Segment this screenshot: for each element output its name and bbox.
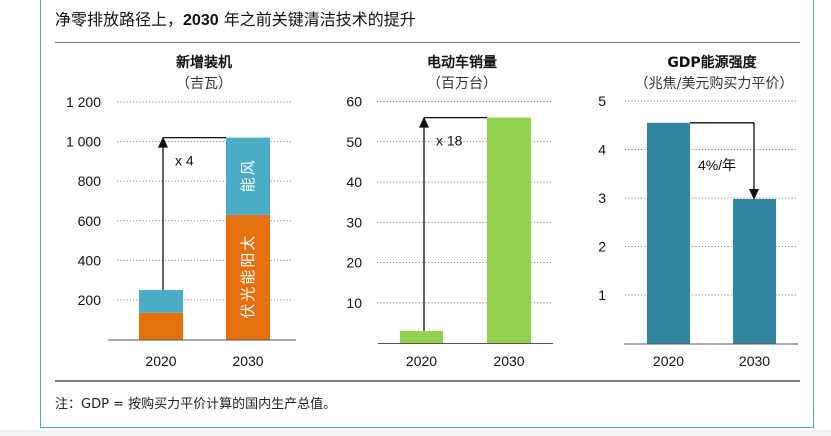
y-tick-label: 800 — [78, 173, 102, 189]
y-tick-label: 1 200 — [66, 94, 101, 110]
title-year: 2030 — [183, 12, 219, 29]
panel-title: 电动车销量 — [427, 54, 497, 71]
annotation-label: 4%/年 — [698, 157, 736, 173]
y-tick-label: 40 — [346, 174, 362, 190]
chart-panel-3: GDP能源强度 （兆焦/美元购买力平价） 1 2 3 4 5 2020 2030 4%/年 — [598, 54, 798, 369]
annotation-label: x 4 — [175, 153, 194, 169]
segment-label-char: 伏 — [239, 304, 257, 319]
y-tick-label: 50 — [346, 134, 362, 150]
y-tick-label: 1 000 — [66, 134, 101, 150]
footnote: 注：GDP = 按购买力平价计算的国内生产总值。 — [55, 397, 337, 412]
figure-title: 净零排放路径上，2030 年之前关键清洁技术的提升 — [55, 6, 416, 30]
annotation-label: x 18 — [436, 133, 463, 149]
y-tick-label: 60 — [346, 94, 362, 110]
y-tick-label: 3 — [598, 190, 606, 206]
segment-label-char: 阳 — [239, 253, 257, 268]
bar-2030 — [487, 117, 531, 343]
x-tick-label: 2020 — [406, 353, 437, 369]
segment-label-char: 能 — [239, 270, 257, 285]
y-tick-label: 200 — [78, 292, 102, 308]
page-background-strip — [0, 430, 831, 436]
panel-unit: （兆焦/美元购买力平价） — [635, 76, 794, 92]
annotation-arrow-head — [419, 116, 429, 128]
segment-label-char: 风 — [239, 160, 257, 175]
y-tick-label: 4 — [598, 142, 606, 158]
title-prefix: 净零排放路径上， — [55, 10, 184, 29]
y-tick-label: 10 — [346, 295, 362, 311]
x-tick-label: 2030 — [739, 353, 770, 369]
segment-label-char: 光 — [239, 287, 257, 302]
y-tick-label: 400 — [78, 252, 102, 268]
y-tick-label: 2 — [598, 239, 606, 255]
panel-title: GDP能源强度 — [667, 54, 757, 71]
annotation-arrow-head — [749, 188, 759, 200]
x-tick-label: 2020 — [653, 353, 684, 369]
top-divider — [55, 42, 800, 43]
y-tick-label: 600 — [78, 213, 102, 229]
x-tick-label: 2020 — [145, 353, 176, 369]
bottom-divider — [55, 380, 800, 382]
segment-label-wind: 风能 — [239, 160, 257, 192]
bar-2020 — [400, 330, 443, 343]
bar-2030 — [733, 198, 776, 344]
bar-2030-solar — [226, 214, 270, 340]
x-tick-label: 2030 — [232, 353, 263, 369]
segment-label-char: 能 — [239, 177, 257, 192]
bar-2020-wind — [139, 290, 183, 313]
y-tick-label: 5 — [598, 93, 606, 109]
y-tick-label: 20 — [346, 255, 362, 271]
y-tick-label: 1 — [598, 287, 606, 303]
bar-2020-solar — [139, 312, 183, 340]
x-tick-label: 2030 — [493, 353, 524, 369]
panel-title: 新增装机 — [176, 54, 232, 71]
segment-label-char: 太 — [239, 236, 257, 251]
title-suffix: 年之前关键清洁技术的提升 — [218, 10, 416, 29]
bar-2030-wind — [226, 137, 270, 215]
panel-unit: （百万台） — [427, 76, 497, 92]
annotation-arrow-head — [158, 136, 168, 148]
chart-panel-1: 新增装机 （吉瓦） 200 400 600 800 1 000 1 200 2020 2030 太阳… — [66, 54, 296, 369]
panel-unit: （吉瓦） — [176, 76, 232, 92]
y-tick-label: 30 — [346, 214, 362, 230]
bar-2020 — [647, 122, 690, 344]
